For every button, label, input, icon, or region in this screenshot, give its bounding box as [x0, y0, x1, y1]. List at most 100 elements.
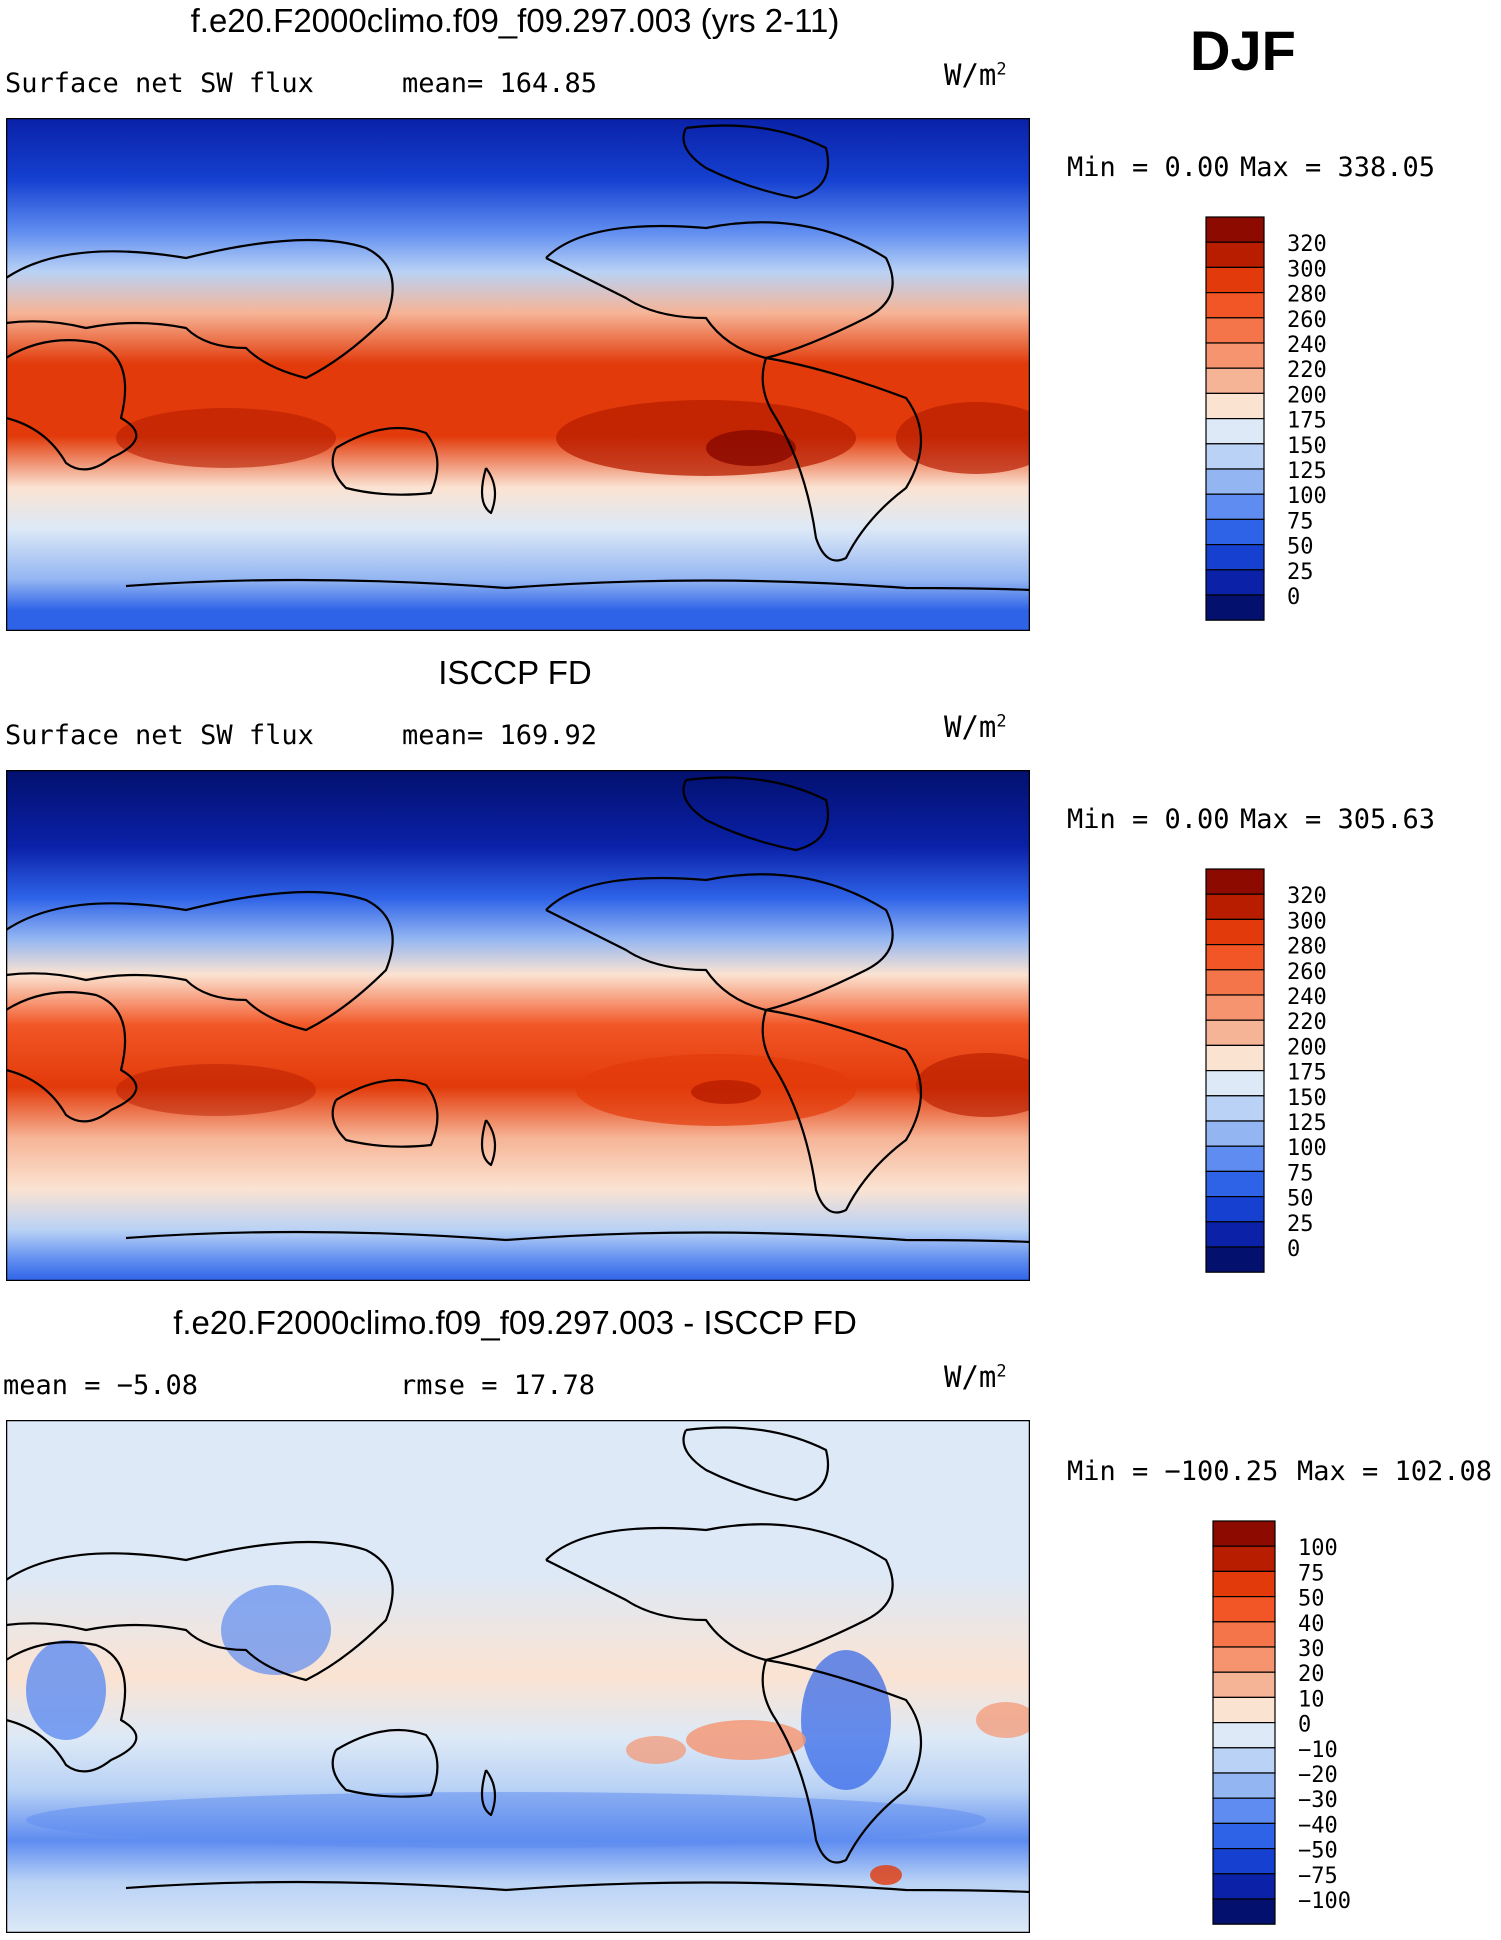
colorbar-box [1205, 518, 1265, 546]
colorbar-box [1205, 443, 1265, 470]
panel3-pos-antarctic [870, 1865, 902, 1885]
panel2-atlantic-max [916, 1053, 1030, 1117]
colorbar-box [1205, 1246, 1265, 1273]
colorbar-tick-label: −30 [1298, 1788, 1338, 1813]
colorbar-tick-label: 240 [1287, 333, 1327, 358]
panel1-atlantic-max [896, 402, 1030, 474]
colorbar-tick-label: 75 [1298, 1561, 1325, 1586]
colorbar-box [1212, 1898, 1276, 1925]
colorbar-tick-label: 0 [1298, 1713, 1311, 1738]
colorbar-tick-label: 100 [1298, 1536, 1338, 1561]
colorbar-box [1212, 1772, 1276, 1799]
colorbar-box [1205, 969, 1265, 996]
colorbar-tick-label: 50 [1287, 1187, 1314, 1212]
colorbar-box [1205, 1095, 1265, 1122]
panel3-neg-africa [26, 1640, 106, 1740]
colorbar-tick-label: 175 [1287, 409, 1327, 434]
colorbar-box [1212, 1722, 1276, 1749]
colorbar-box [1212, 1696, 1276, 1724]
panel1-map [6, 118, 1030, 631]
colorbar-box [1212, 1545, 1276, 1573]
colorbar-tick-label: 200 [1287, 383, 1327, 408]
colorbar-tick-label: 10 [1298, 1687, 1325, 1712]
colorbar-tick-label: 75 [1287, 1161, 1314, 1186]
panel3-neg-southern [26, 1792, 986, 1848]
panel1-min-label: Min = 0.00 [1067, 152, 1230, 183]
colorbar-box [1205, 1145, 1265, 1173]
panel2-indian-max [116, 1064, 316, 1116]
colorbar-box [1205, 1019, 1265, 1046]
colorbar-box [1205, 569, 1265, 596]
colorbar-tick-label: −20 [1298, 1763, 1338, 1788]
panel2-units: W/m2 [944, 710, 1007, 744]
colorbar-tick-label: 220 [1287, 1010, 1327, 1035]
colorbar-tick-label: −100 [1298, 1889, 1351, 1914]
colorbar-box [1205, 1221, 1265, 1248]
panel2-field [6, 770, 1030, 1281]
colorbar-box [1205, 367, 1265, 394]
colorbar-tick-label: −75 [1298, 1864, 1338, 1889]
colorbar-box [1205, 1120, 1265, 1147]
panel3-pos-atlantic [976, 1702, 1030, 1738]
panel1-coastlines [6, 124, 1030, 592]
panel2-variable-label: Surface net SW flux [5, 720, 314, 751]
colorbar-tick-label: 200 [1287, 1035, 1327, 1060]
colorbar-box [1205, 216, 1265, 243]
colorbar-tick-label: 280 [1287, 283, 1327, 308]
colorbar-tick-label: −50 [1298, 1839, 1338, 1864]
colorbar-tick-label: 125 [1287, 459, 1327, 484]
colorbar-box [1212, 1873, 1276, 1900]
colorbar-tick-label: 220 [1287, 358, 1327, 383]
colorbar-box [1205, 493, 1265, 521]
colorbar-box [1212, 1520, 1276, 1547]
colorbar-tick-label: 300 [1287, 909, 1327, 934]
panel1-title: f.e20.F2000climo.f09_f09.297.003 (yrs 2-… [190, 2, 840, 39]
panel2-max-region-core [691, 1080, 761, 1104]
colorbar-box [1205, 392, 1265, 420]
colorbar-tick-label: 0 [1287, 585, 1300, 610]
panel1-max-label: Max = 338.05 [1240, 152, 1436, 183]
panel2-title: ISCCP FD [438, 654, 592, 691]
colorbar-tick-label: 100 [1287, 484, 1327, 509]
colorbar-tick-label: 150 [1287, 1086, 1327, 1111]
panel1-max-region-core [706, 430, 796, 466]
colorbar-box [1212, 1797, 1276, 1825]
panel3-pos-pacific [686, 1720, 806, 1760]
panel1-max-region [556, 400, 856, 476]
colorbar-box [1205, 241, 1265, 269]
panel1-field [6, 118, 1030, 631]
season-label: DJF [1190, 19, 1296, 82]
panel2-mean-label: mean= 169.92 [402, 720, 598, 751]
colorbar-box [1205, 544, 1265, 571]
panel1-indian-max [116, 408, 336, 468]
panel3-map [6, 1420, 1030, 1933]
colorbar-box [1212, 1621, 1276, 1648]
colorbar-tick-label: 25 [1287, 560, 1314, 585]
panel3-title: f.e20.F2000climo.f09_f09.297.003 - ISCCP… [173, 1304, 857, 1341]
panel2-max-label: Max = 305.63 [1240, 804, 1436, 835]
colorbar-tick-label: 300 [1287, 257, 1327, 282]
colorbar-box [1205, 317, 1265, 344]
colorbar-tick-label: 100 [1287, 1136, 1327, 1161]
colorbar-tick-label: 175 [1287, 1061, 1327, 1086]
colorbar-box [1205, 342, 1265, 369]
colorbar-box [1205, 1170, 1265, 1198]
colorbar-box [1212, 1822, 1276, 1850]
colorbar-tick-label: 75 [1287, 509, 1314, 534]
colorbar-tick-label: 260 [1287, 960, 1327, 985]
colorbar-box [1212, 1646, 1276, 1673]
panel3-min-label: Min = −100.25 [1067, 1456, 1279, 1487]
colorbar-tick-label: 30 [1298, 1637, 1325, 1662]
panel3-neg-samerica [801, 1650, 891, 1790]
colorbar-tick-label: 40 [1298, 1612, 1325, 1637]
colorbar-box [1212, 1671, 1276, 1698]
panel1-units: W/m2 [944, 58, 1007, 92]
colorbar-box [1205, 468, 1265, 495]
colorbar-box [1205, 1070, 1265, 1097]
panel3-units: W/m2 [944, 1360, 1007, 1394]
colorbar-tick-label: 25 [1287, 1212, 1314, 1237]
panel2-min-label: Min = 0.00 [1067, 804, 1230, 835]
